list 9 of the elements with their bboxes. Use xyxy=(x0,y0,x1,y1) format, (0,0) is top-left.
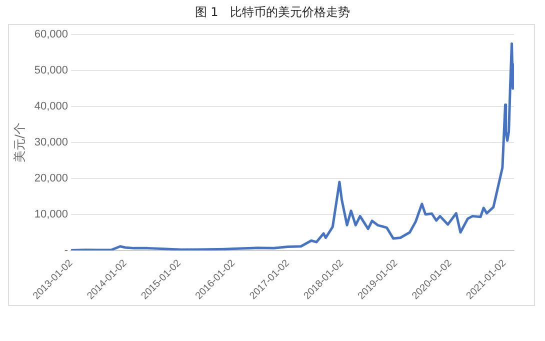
y-tick-label: 20,000 xyxy=(34,172,68,184)
y-tick-label: 50,000 xyxy=(34,64,68,77)
y-tick-label: 40,000 xyxy=(34,100,68,113)
y-tick-label: 60,000 xyxy=(34,28,68,41)
y-tick-label: 10,000 xyxy=(34,208,68,220)
y-axis-title: 美元/个 xyxy=(12,122,26,162)
y-tick-label: - xyxy=(64,244,68,256)
chart-title: 图 1 比特币的美元价格走势 xyxy=(194,4,352,21)
y-tick-label: 30,000 xyxy=(34,136,68,149)
